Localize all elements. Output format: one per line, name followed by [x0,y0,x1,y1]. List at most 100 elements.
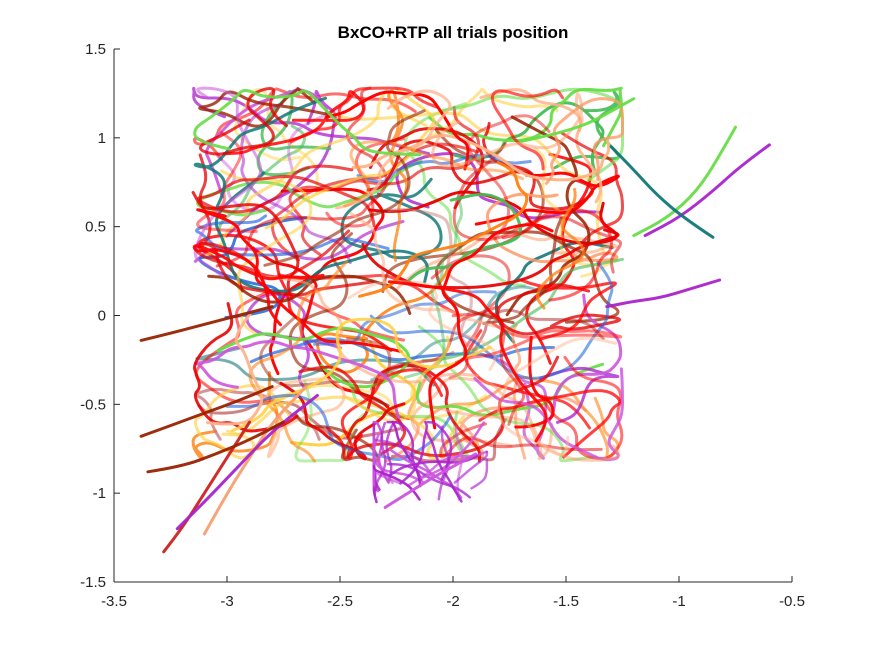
trial-line [643,143,771,238]
trial-line [289,86,438,144]
y-tick-label: 1 [98,130,106,147]
trial-line [274,384,487,420]
trial-line [263,109,426,267]
trial-line [490,88,565,171]
trial-line [215,86,388,268]
trial-line [366,139,533,192]
trial-line [385,420,398,482]
trial-line [494,241,614,344]
trial-line [406,193,523,283]
trial-line [192,87,417,161]
trial-line [219,169,313,336]
trial-line [146,420,285,474]
trial-line [372,464,421,501]
trial-line [560,131,624,245]
trial-line [428,223,554,430]
trial-line [313,290,497,346]
trial-line [536,187,585,310]
trial-line [387,89,409,262]
trial-line [452,142,623,274]
trial-line [417,325,597,463]
trial-line [349,211,520,334]
trial-line [473,367,624,462]
trial-line [441,87,624,182]
trial-line [248,260,349,463]
trial-line [264,86,436,230]
trial-line [544,97,624,185]
trial-line [478,389,622,459]
tick-labels: -3.5 -3 -2.5 -2 -1.5 -1 -0.5 -1.5 -1 -0.5 0 0.5 1 1.5 [80,41,805,610]
trial-line [198,87,332,128]
trial-line [340,177,443,260]
trial-line [416,400,621,462]
x-tick-label: -3 [220,593,233,610]
trial-line [520,278,617,341]
trial-line [388,280,548,443]
x-tick-label: -3.5 [101,593,127,610]
trial-line [395,152,602,220]
trial-line [369,127,485,210]
y-tick-label: 0.5 [85,219,106,236]
trial-line [373,421,387,497]
trajectory-lines [139,86,771,554]
trial-line [205,88,329,199]
trial-line [541,355,624,461]
trial-line [162,420,252,554]
y-tick-label: -1.5 [80,574,106,591]
trial-line [501,208,613,302]
trial-line [294,379,365,463]
trial-line [482,216,563,325]
trial-line [346,364,482,463]
trial-line [193,89,422,157]
trial-line [139,305,274,342]
trial-line [315,266,450,374]
trial-line [609,145,715,239]
trial-line [386,420,423,481]
trial-line [369,261,614,380]
trial-line [428,86,623,148]
trial-line [453,450,489,484]
x-tick-label: -0.5 [779,593,805,610]
trial-line [514,335,555,429]
x-tick-label: -2 [446,593,459,610]
trial-line [324,90,470,171]
trial-line [335,89,452,210]
x-tick-label: -1.5 [553,593,579,610]
trial-line [381,128,545,294]
trial-line [497,336,618,456]
trial-line [192,244,325,327]
trial-line [193,302,299,433]
trial-line [605,278,722,309]
x-tick-label: -2.5 [327,593,353,610]
axes [113,48,793,583]
trial-line [193,96,327,208]
trial-line [347,280,497,372]
trial-line [358,161,529,298]
y-tick-label: -1 [93,485,106,502]
trial-line [340,368,444,460]
trial-line [470,458,489,490]
trial-line [425,431,463,503]
trial-line [511,323,527,460]
chart-title: BxCO+RTP all trials position [338,23,569,42]
trial-line [372,430,394,485]
trial-line [351,134,611,182]
trial-line [383,452,478,509]
trial-line [361,228,620,290]
trial-line [221,395,465,461]
trial-line [199,87,288,156]
trial-line [202,385,308,536]
trial-line [269,187,385,376]
trial-line [206,312,264,426]
trial-line [207,274,412,315]
trial-line [538,366,620,424]
trial-line [265,275,479,384]
trial-line [431,92,584,168]
trial-line [249,337,555,364]
trial-line [343,335,450,423]
trial-line [422,87,559,142]
y-tick-label: 0 [98,308,106,325]
trial-line [196,164,376,228]
trial-line [196,208,403,354]
